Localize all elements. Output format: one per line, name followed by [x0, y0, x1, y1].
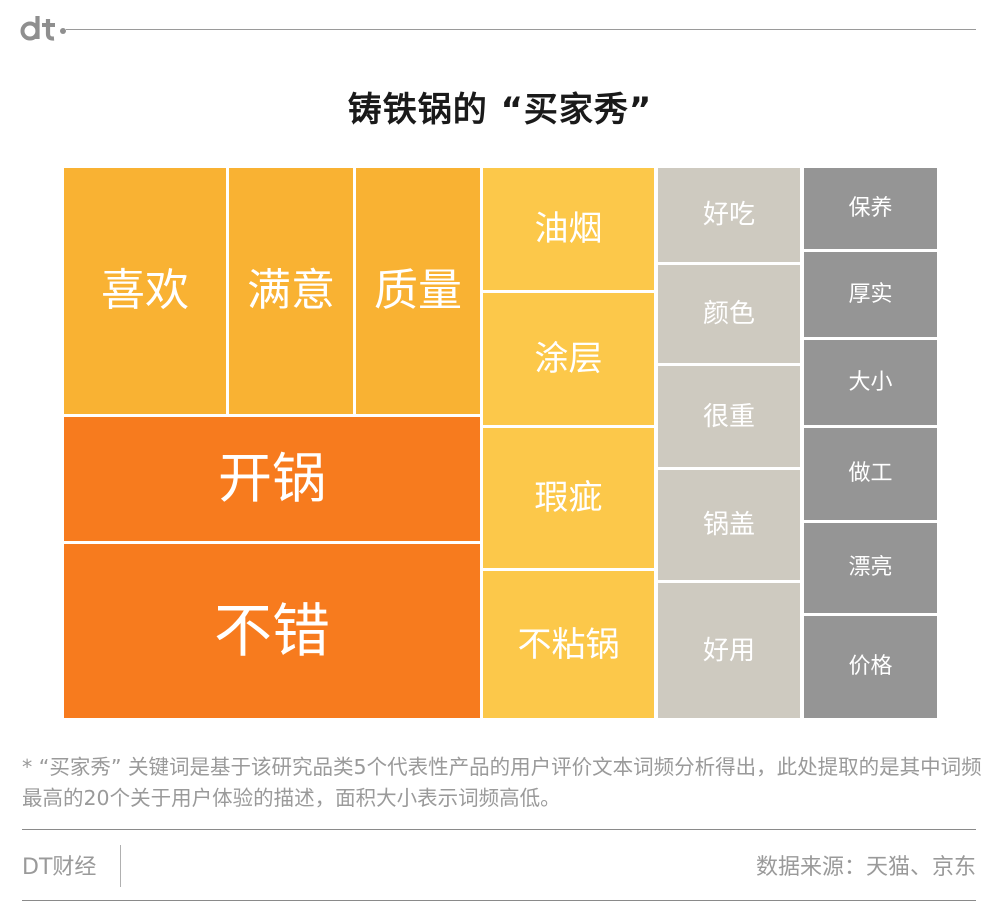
treemap-cell: 价格 [804, 616, 937, 718]
treemap-cell: 不粘锅 [483, 571, 654, 718]
treemap-cell-label: 价格 [848, 654, 893, 679]
treemap-cell: 瑕疵 [483, 428, 654, 568]
treemap-cell-label: 喜欢 [101, 265, 189, 316]
dt-logo [20, 16, 66, 41]
treemap-cell-label: 涂层 [534, 339, 603, 379]
footer-top-rule [22, 829, 976, 830]
treemap-cell: 不错 [64, 544, 480, 718]
treemap-cell: 做工 [804, 428, 937, 520]
treemap-cell: 质量 [356, 168, 480, 414]
treemap-cell: 涂层 [483, 293, 654, 425]
treemap-cell-label: 好吃 [702, 200, 755, 230]
treemap-cell-label: 厚实 [848, 281, 893, 307]
treemap-cell: 开锅 [64, 417, 480, 541]
treemap-cell-label: 不粘锅 [517, 624, 620, 665]
treemap-cell: 颜色 [658, 265, 800, 363]
footer-bottom-rule [22, 900, 976, 901]
treemap-cell: 满意 [229, 168, 353, 414]
footnote: * “买家秀” 关键词是基于该研究品类5个代表性产品的用户评价文本词频分析得出，… [22, 755, 982, 810]
treemap-cell: 喜欢 [64, 168, 226, 414]
header-rule [66, 29, 976, 30]
treemap-cell-label: 做工 [848, 461, 893, 486]
data-source: 数据来源：天猫、京东 [755, 855, 976, 880]
treemap-cell: 保养 [804, 168, 937, 249]
treemap-cell: 好用 [658, 583, 800, 718]
treemap-cell-label: 漂亮 [848, 555, 893, 580]
brand-name: DT财经 [22, 855, 97, 880]
treemap-cell-label: 质量 [374, 265, 462, 316]
chart-title: 铸铁锅的 “买家秀” [347, 90, 653, 130]
treemap-cell-label: 颜色 [702, 299, 755, 329]
treemap-cell: 锅盖 [658, 470, 800, 580]
treemap-cell: 厚实 [804, 252, 937, 337]
treemap-cell-label: 很重 [702, 401, 755, 432]
treemap-cell-label: 大小 [848, 369, 893, 395]
treemap-cell-label: 满意 [247, 265, 335, 316]
treemap-cell: 大小 [804, 340, 937, 425]
treemap-cell-label: 油烟 [534, 209, 603, 249]
treemap-cell-label: 保养 [848, 195, 893, 221]
brand-divider [120, 845, 121, 887]
treemap-cell-label: 锅盖 [702, 510, 755, 540]
treemap-cell-label: 不错 [213, 597, 330, 665]
treemap-cell-label: 瑕疵 [534, 478, 603, 518]
treemap-cell: 好吃 [658, 168, 800, 262]
treemap-cell: 很重 [658, 366, 800, 467]
treemap-cell-label: 好用 [702, 635, 755, 666]
treemap-cell: 漂亮 [804, 523, 937, 613]
treemap-cell-label: 开锅 [218, 447, 326, 510]
treemap-cell: 油烟 [483, 168, 654, 290]
